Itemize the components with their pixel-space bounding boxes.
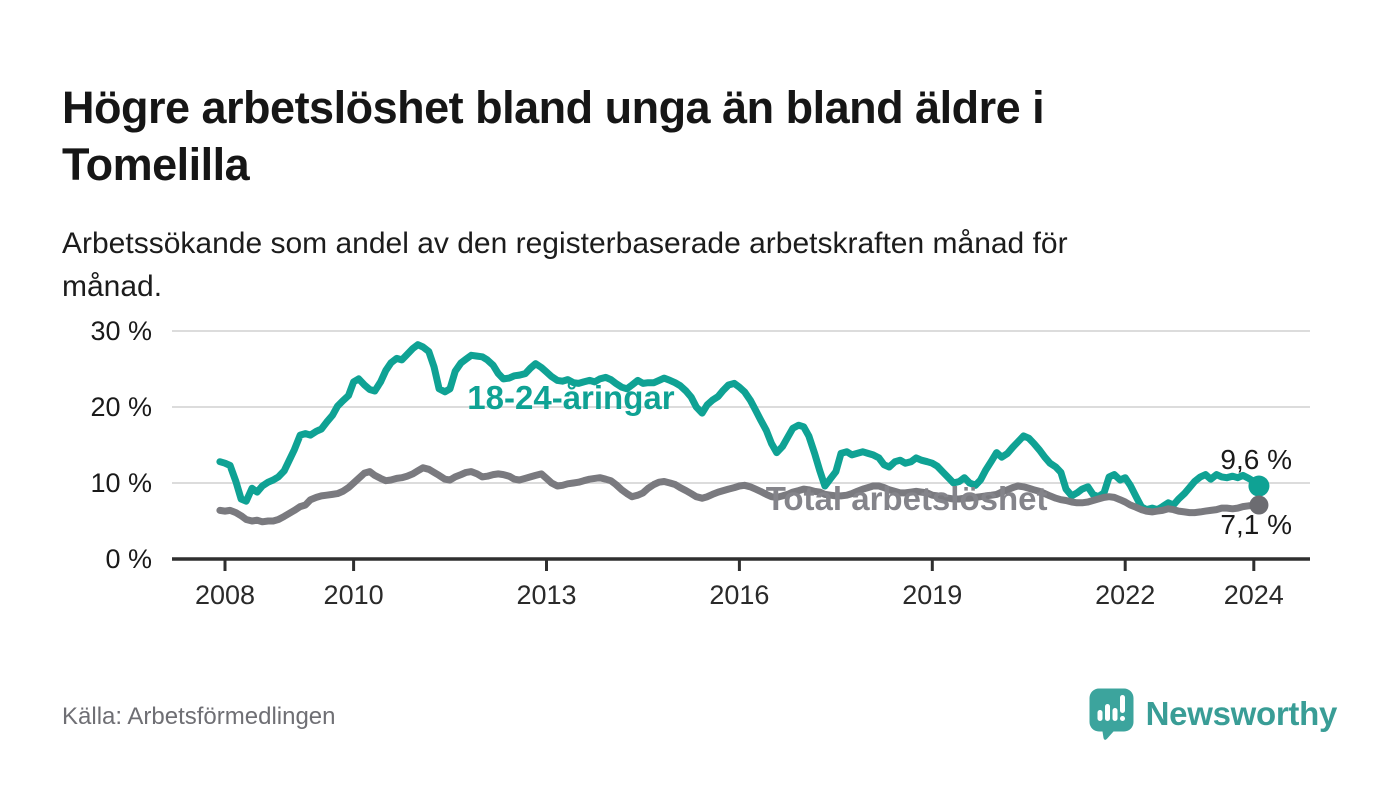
end-value-label-youth: 9,6 % [1220, 444, 1292, 475]
series-end-dot-youth [1248, 475, 1270, 497]
x-axis-label-2022: 2022 [1095, 580, 1155, 610]
series-label-youth: 18-24-åringar [467, 379, 674, 416]
x-axis-label-2024: 2024 [1224, 580, 1284, 610]
mini-bar-chart-glyph [1097, 695, 1125, 721]
series-label-total: Total arbetslöshet [766, 480, 1048, 517]
newsworthy-logo: Newsworthy [1088, 687, 1337, 740]
speech-bubble-shape [1089, 688, 1134, 740]
x-axis-label-2019: 2019 [902, 580, 962, 610]
newsworthy-speech-bubble-icon [1089, 688, 1134, 740]
newsworthy-wordmark: Newsworthy [1145, 694, 1338, 732]
x-axis-label-2013: 2013 [516, 580, 576, 610]
y-axis-label-20: 20 % [90, 392, 152, 422]
source-note: Källa: Arbetsförmedlingen [62, 703, 336, 730]
x-axis-label-2010: 2010 [324, 580, 384, 610]
exclamation-bar [1119, 695, 1125, 713]
y-axis-label-30: 30 % [90, 316, 152, 346]
series-line-youth [216, 341, 1263, 514]
x-axis-label-2016: 2016 [709, 580, 769, 610]
page-title: Högre arbetslöshet bland unga än bland ä… [62, 82, 1045, 190]
y-axis-label-0: 0 % [105, 544, 152, 574]
end-value-label-total: 7,1 % [1220, 509, 1292, 540]
exclamation-dot [1119, 716, 1125, 721]
x-axis-label-2008: 2008 [195, 580, 255, 610]
series-line-total [216, 464, 1263, 526]
series-end-dot-total [1249, 495, 1269, 515]
y-axis-label-10: 10 % [90, 468, 152, 498]
chart-subtitle: Arbetssökande som andel av den registerb… [62, 227, 1068, 303]
